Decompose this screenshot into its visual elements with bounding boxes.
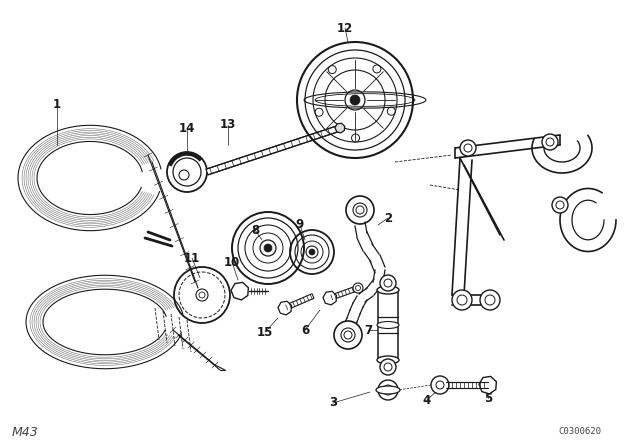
- Circle shape: [353, 283, 363, 293]
- Polygon shape: [446, 382, 488, 388]
- Text: 12: 12: [337, 22, 353, 34]
- Text: 14: 14: [179, 121, 195, 134]
- Circle shape: [346, 196, 374, 224]
- Text: 15: 15: [257, 326, 273, 339]
- Circle shape: [552, 197, 568, 213]
- Polygon shape: [323, 291, 337, 305]
- Polygon shape: [335, 123, 345, 133]
- Text: 7: 7: [364, 323, 372, 336]
- Ellipse shape: [377, 286, 399, 294]
- Ellipse shape: [377, 356, 399, 364]
- Text: 13: 13: [220, 119, 236, 132]
- Text: 6: 6: [301, 323, 309, 336]
- Text: 3: 3: [329, 396, 337, 409]
- Text: 8: 8: [251, 224, 259, 237]
- Text: 4: 4: [423, 393, 431, 406]
- Text: 5: 5: [484, 392, 492, 405]
- Circle shape: [380, 359, 396, 375]
- Circle shape: [260, 240, 276, 256]
- Polygon shape: [206, 125, 341, 175]
- Circle shape: [353, 203, 367, 217]
- Polygon shape: [329, 286, 359, 300]
- Circle shape: [452, 290, 472, 310]
- Circle shape: [380, 275, 396, 291]
- Polygon shape: [231, 282, 248, 300]
- Text: 11: 11: [184, 251, 200, 264]
- Text: M43: M43: [12, 426, 39, 439]
- Circle shape: [542, 134, 558, 150]
- Text: C0300620: C0300620: [559, 427, 602, 436]
- Circle shape: [341, 328, 355, 342]
- Circle shape: [460, 140, 476, 156]
- Circle shape: [309, 249, 315, 255]
- Circle shape: [431, 376, 449, 394]
- Circle shape: [334, 321, 362, 349]
- Circle shape: [196, 289, 208, 301]
- Circle shape: [306, 246, 318, 258]
- Circle shape: [378, 380, 398, 400]
- Polygon shape: [378, 290, 398, 360]
- Circle shape: [350, 95, 360, 105]
- Polygon shape: [479, 376, 497, 394]
- Circle shape: [264, 244, 272, 252]
- Text: 2: 2: [384, 211, 392, 224]
- Ellipse shape: [377, 322, 399, 328]
- Text: 1: 1: [53, 99, 61, 112]
- Polygon shape: [284, 294, 314, 310]
- Text: 9: 9: [296, 219, 304, 232]
- Circle shape: [480, 290, 500, 310]
- Text: 10: 10: [224, 255, 240, 268]
- Polygon shape: [278, 302, 291, 315]
- Ellipse shape: [376, 386, 400, 394]
